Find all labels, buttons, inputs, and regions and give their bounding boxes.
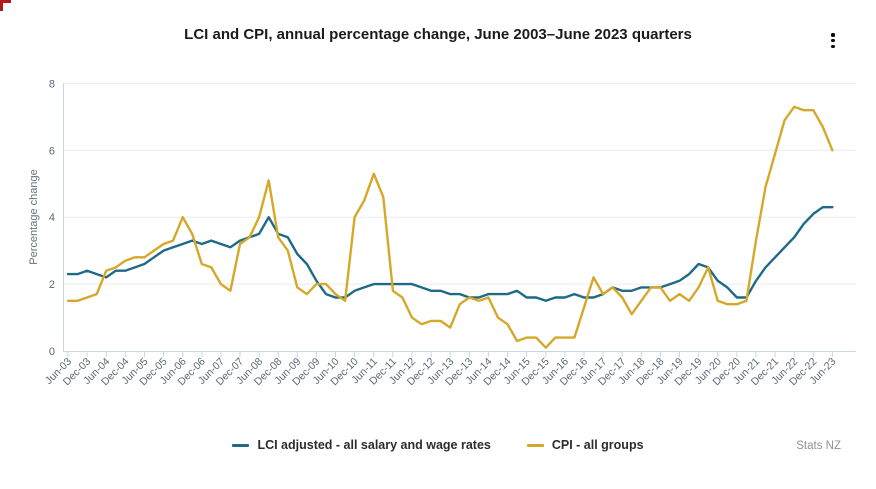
lci-line-swatch [232,443,250,447]
screen-corner-marker [0,0,11,11]
legend: LCI adjusted - all salary and wage rates… [0,438,876,452]
kebab-dot-icon [831,44,835,48]
legend-item-cpi: CPI - all groups [526,438,644,452]
cpi-line-swatch [526,443,544,447]
svg-text:2: 2 [49,279,55,291]
page-title: LCI and CPI, annual percentage change, J… [184,26,692,43]
svg-text:8: 8 [49,78,55,90]
legend-label-lci: LCI adjusted - all salary and wage rates [257,438,491,452]
legend-item-lci: LCI adjusted - all salary and wage rates [232,438,491,452]
svg-text:Percentage change: Percentage change [28,169,40,264]
svg-text:4: 4 [49,212,55,224]
kebab-dot-icon [831,38,835,43]
kebab-dot-icon [831,33,835,37]
svg-text:0: 0 [49,346,55,358]
svg-text:6: 6 [49,145,55,157]
kebab-menu-button[interactable] [826,31,840,50]
stats-nz-attribution: Stats NZ [796,440,841,452]
legend-label-cpi: CPI - all groups [551,438,644,452]
